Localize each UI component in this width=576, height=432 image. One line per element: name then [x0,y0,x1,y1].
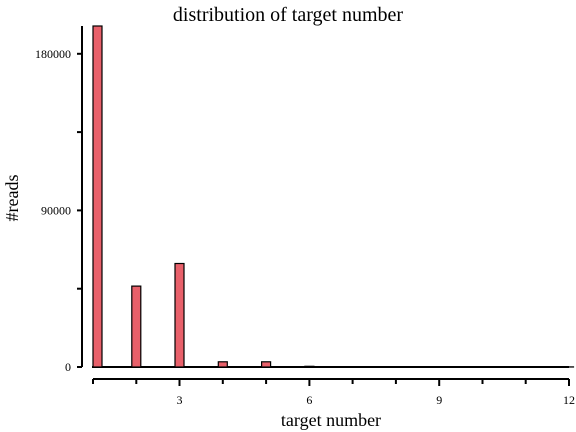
bar-2 [131,285,142,368]
bar-5 [261,361,272,368]
bar-6 [304,365,315,368]
y-axis-label: #reads [2,175,22,222]
y-tick-label-0: 0 [65,360,71,374]
x-tick-label-9: 9 [436,393,442,407]
x-tick-label-6: 6 [306,393,312,407]
x-tick-label-12: 12 [563,393,575,407]
bar-1 [92,25,103,368]
bars-group [92,25,575,368]
y-tick-label-90000: 90000 [41,203,71,217]
bar-3 [174,262,185,368]
y-tick-label-180000: 180000 [35,47,71,61]
chart-title: distribution of target number [173,4,403,26]
bar-4 [217,361,228,368]
x-axis-label: target number [281,410,381,430]
x-tick-label-3: 3 [177,393,183,407]
x-ticks-group: 3 6 9 12 [92,379,575,407]
y-ticks-group: 0 90000 180000 [35,47,82,374]
